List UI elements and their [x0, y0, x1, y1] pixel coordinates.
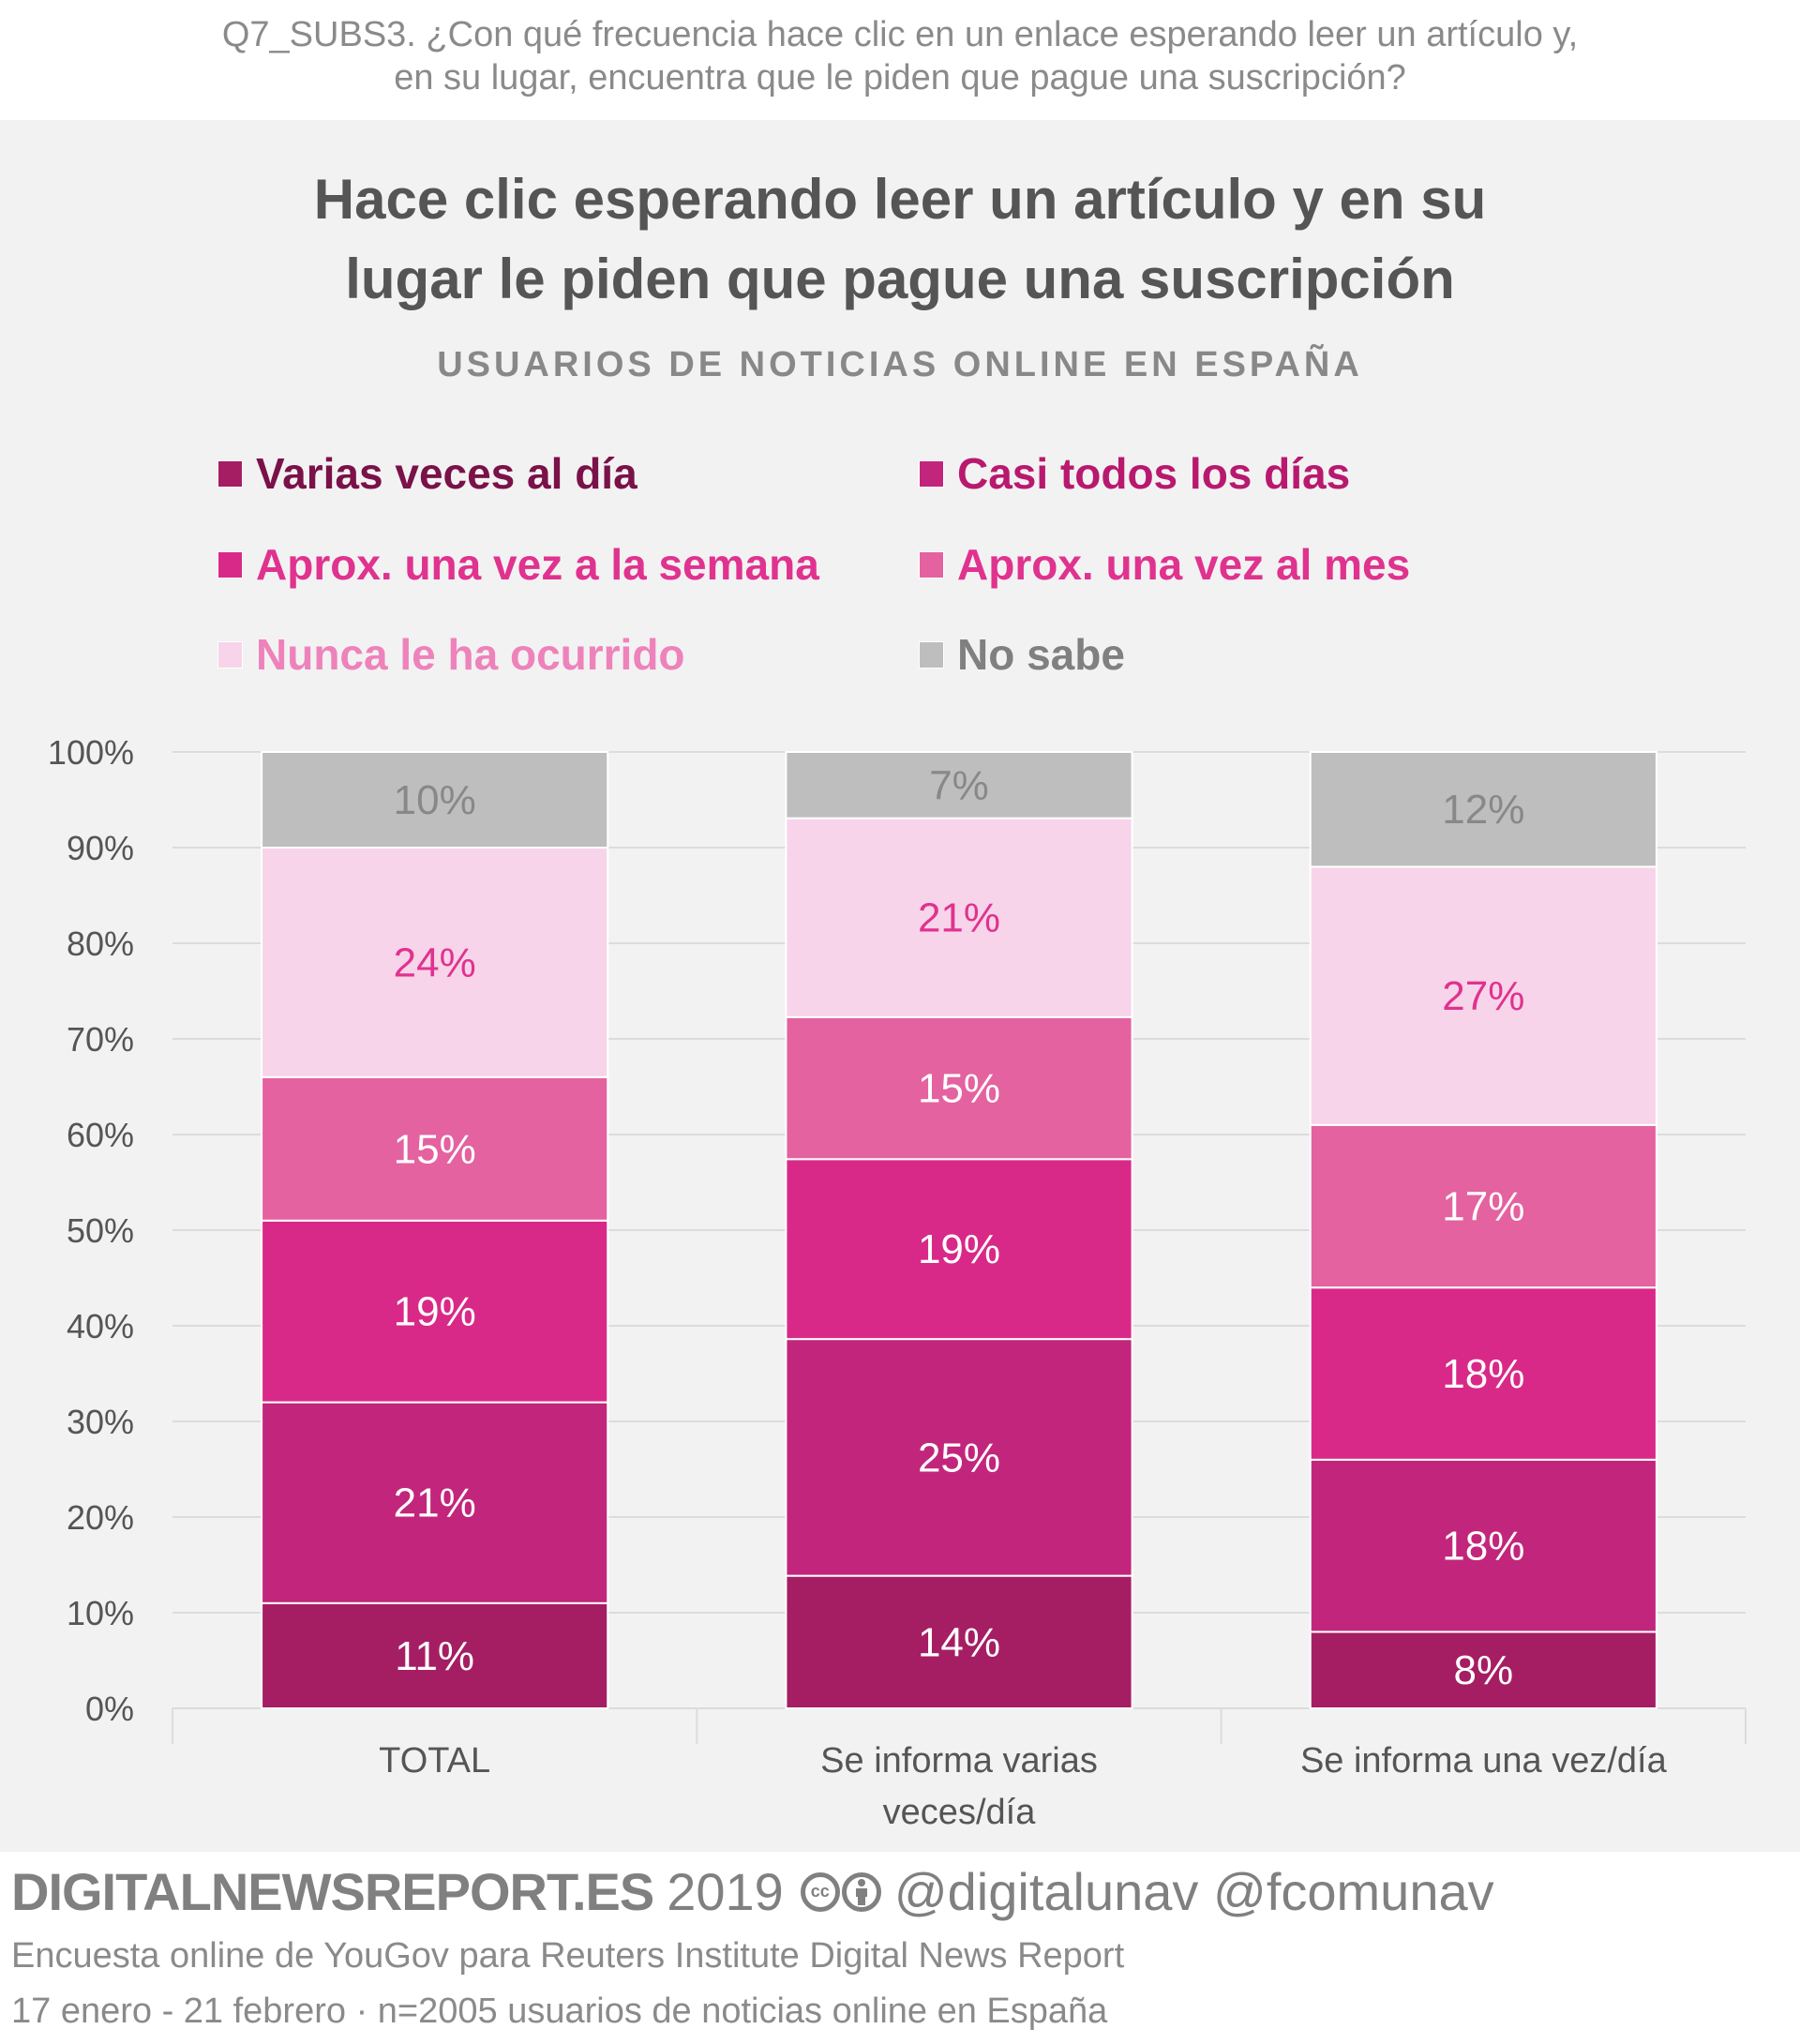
x-category-label: Se informa una vez/día	[1300, 1741, 1668, 1781]
attribution-person-icon	[841, 1871, 881, 1912]
data-label: 18%	[1442, 1524, 1524, 1570]
legend-swatch	[218, 459, 243, 488]
data-label: 19%	[918, 1226, 1000, 1272]
legend-swatch	[218, 640, 243, 669]
y-tick-label: 100%	[48, 733, 134, 772]
legend-label: Aprox. una vez al mes	[957, 540, 1411, 589]
data-label: 8%	[1454, 1647, 1514, 1693]
legend-label: Casi todos los días	[957, 449, 1351, 498]
data-label: 24%	[394, 939, 476, 985]
data-label: 21%	[918, 895, 1000, 941]
bar-segment	[1309, 751, 1658, 868]
legend-item: Nunca le ha ocurrido	[218, 626, 685, 683]
data-label: 15%	[918, 1066, 1000, 1112]
chart-title: Hace clic esperando leer un artículo y e…	[0, 159, 1800, 319]
legend-item: No sabe	[919, 626, 1125, 683]
x-category-label: Se informa varias	[820, 1741, 1098, 1781]
bar-segment	[785, 1015, 1133, 1161]
data-label: 21%	[394, 1480, 476, 1526]
chart-title-line-2: lugar le piden que pague una suscripción	[345, 248, 1455, 310]
footer-year: 2019	[667, 1862, 784, 1921]
footer-sample: 17 enero - 21 febrero · n=2005 usuarios …	[11, 1991, 1108, 2031]
data-label: 14%	[918, 1619, 1000, 1665]
cc-by-license-icons: cc	[800, 1871, 883, 1912]
bar-segment	[1309, 1631, 1658, 1710]
chart-title-line-1: Hace clic esperando leer un artículo y e…	[313, 168, 1487, 231]
data-label: 11%	[395, 1633, 474, 1679]
footer-brand-line: DIGITALNEWSREPORT.ES 2019 cc @digitaluna…	[11, 1861, 1494, 1922]
footer-source: Encuesta online de YouGov para Reuters I…	[11, 1936, 1125, 1976]
data-label: 15%	[394, 1126, 476, 1172]
bar-segment	[261, 847, 609, 1078]
bar-segment	[261, 1075, 609, 1222]
data-label: 10%	[394, 777, 476, 823]
bar-segment	[261, 751, 609, 849]
legend-swatch	[919, 459, 944, 488]
bar-segment	[261, 1401, 609, 1604]
y-tick-label: 0%	[85, 1690, 134, 1728]
y-tick-label: 20%	[67, 1498, 134, 1537]
legend-swatch	[919, 640, 944, 669]
bar-segment	[261, 1219, 609, 1404]
legend-label: Aprox. una vez a la semana	[256, 540, 819, 589]
data-label: 12%	[1442, 787, 1524, 833]
x-category-label: TOTAL	[379, 1741, 490, 1781]
data-label: 27%	[1442, 973, 1524, 1019]
cc-icon: cc	[800, 1871, 840, 1912]
footer-handles: @digitalunav @fcomunav	[893, 1862, 1494, 1921]
legend-swatch	[218, 550, 243, 579]
legend-item: Varias veces al día	[218, 445, 638, 502]
data-label: 25%	[918, 1435, 1000, 1480]
y-tick-label: 90%	[67, 829, 134, 867]
question-line-1: Q7_SUBS3. ¿Con qué frecuencia hace clic …	[221, 15, 1579, 54]
bar-segment	[785, 1158, 1133, 1341]
y-tick-label: 60%	[67, 1116, 134, 1154]
bar-segment	[1309, 1123, 1658, 1289]
data-label: 19%	[394, 1289, 476, 1335]
bar-segment	[785, 1338, 1133, 1577]
data-label: 17%	[1442, 1184, 1524, 1230]
legend-item: Aprox. una vez al mes	[919, 536, 1410, 593]
y-tick-label: 10%	[67, 1594, 134, 1632]
chart-subtitle: USUARIOS DE NOTICIAS ONLINE EN ESPAÑA	[437, 345, 1363, 384]
legend-label: Varias veces al día	[256, 449, 638, 498]
y-tick-label: 80%	[67, 924, 134, 963]
data-label: 18%	[1442, 1351, 1524, 1397]
legend-item: Casi todos los días	[919, 445, 1350, 502]
bar-segment	[1309, 1458, 1658, 1633]
legend-item: Aprox. una vez a la semana	[218, 536, 819, 593]
x-category-label: veces/día	[883, 1793, 1037, 1832]
bar-segment	[261, 1601, 609, 1710]
question-text: Q7_SUBS3. ¿Con qué frecuencia hace clic …	[0, 0, 1800, 120]
data-label: 7%	[929, 762, 989, 808]
legend-swatch	[919, 550, 944, 579]
y-tick-label: 40%	[67, 1307, 134, 1345]
y-tick-label: 30%	[67, 1403, 134, 1441]
bar-segment	[1309, 865, 1658, 1126]
bar-segment	[785, 751, 1133, 819]
footer-brand: DIGITALNEWSREPORT.ES	[11, 1862, 654, 1921]
y-tick-label: 50%	[67, 1211, 134, 1250]
bar-segment	[785, 1574, 1133, 1710]
legend-label: Nunca le ha ocurrido	[256, 630, 685, 679]
question-line-2: en su lugar, encuentra que le piden que …	[394, 58, 1406, 98]
bar-segment	[1309, 1286, 1658, 1461]
legend-label: No sabe	[957, 630, 1125, 679]
bar-segment	[785, 817, 1133, 1018]
y-tick-label: 70%	[67, 1020, 134, 1059]
